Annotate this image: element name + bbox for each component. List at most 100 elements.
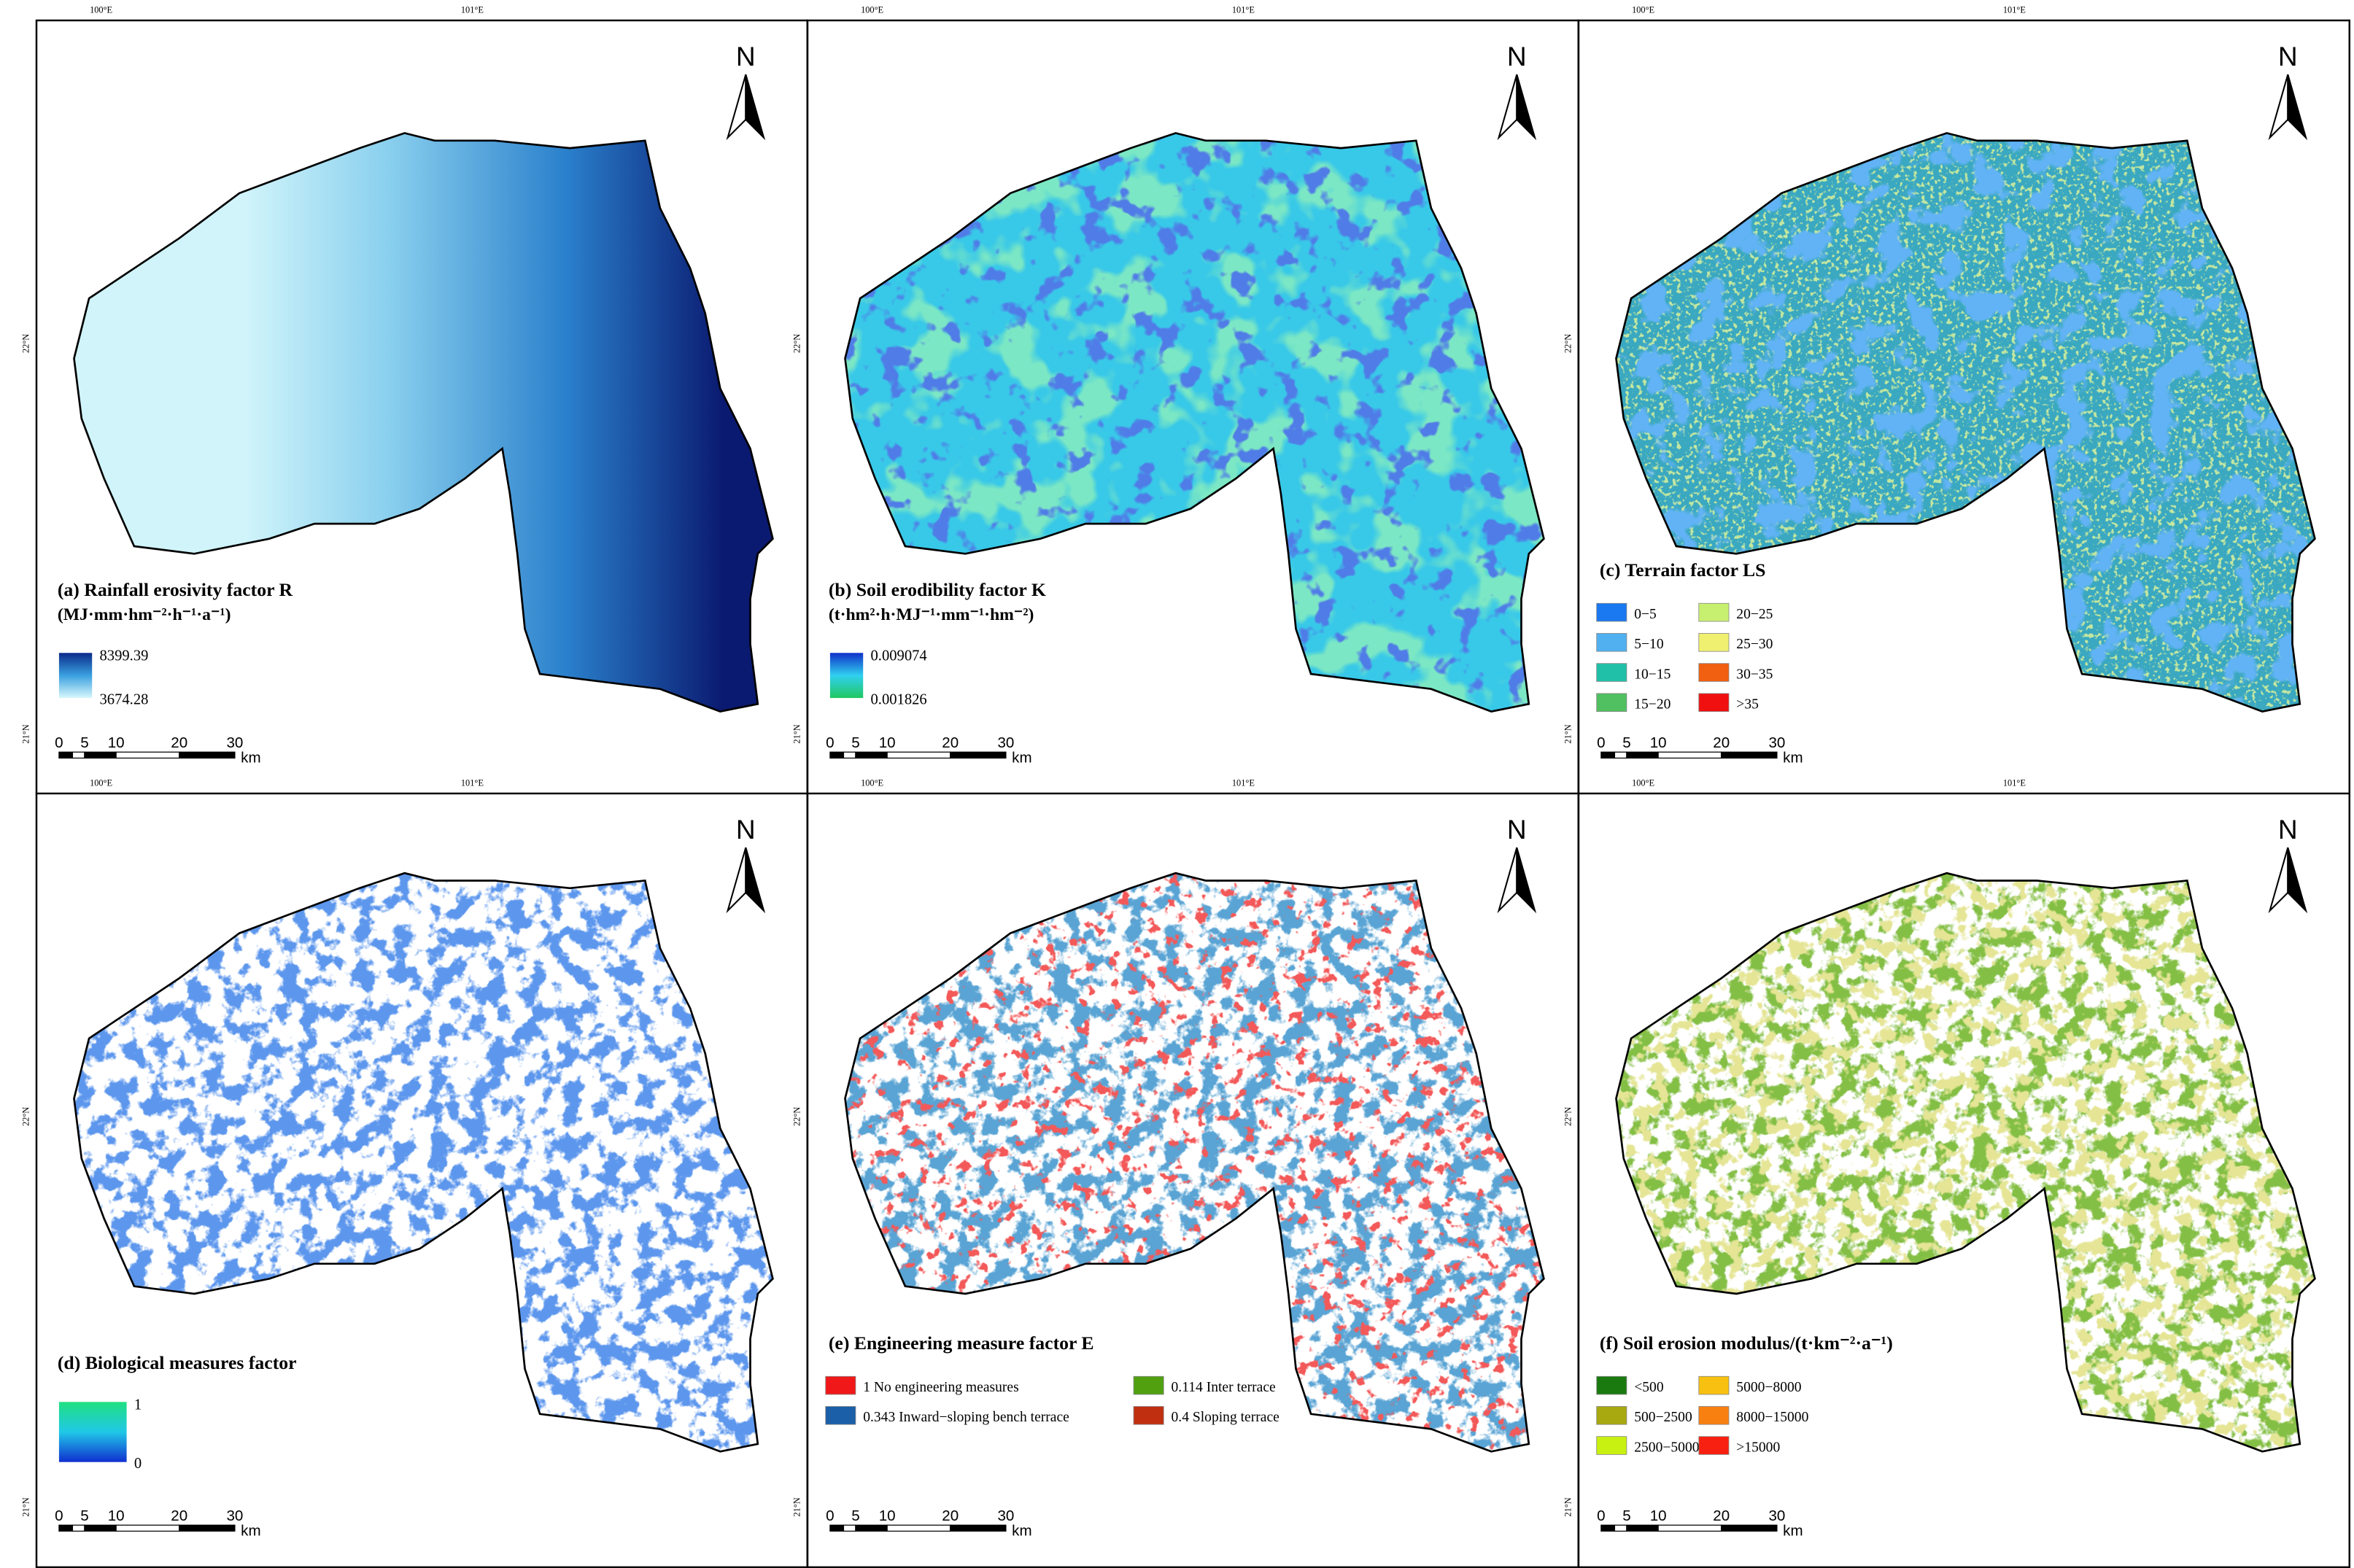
scale-bar-unit: km: [1783, 1523, 1803, 1540]
scale-bar-label: 10: [1650, 734, 1667, 751]
scale-bar-segment: [1626, 1524, 1659, 1532]
scale-bar-label: 0: [826, 1507, 834, 1524]
legend-swatch: [1596, 663, 1627, 682]
latitude-label: 21°N: [792, 1497, 802, 1516]
legend-min-label: 3674.28: [100, 691, 149, 707]
scale-bar-unit: km: [241, 1523, 260, 1540]
map-panel: 100°E 101°E 22°N 21°N N (f) Soil erosion modu…: [1563, 778, 2351, 1568]
scale-bar-segment: [843, 1524, 856, 1532]
scale-bar-label: 5: [851, 734, 859, 751]
panel-unit: (t·hm²·h·MJ⁻¹·mm⁻¹·hm⁻²): [829, 605, 1034, 624]
north-label: N: [736, 814, 756, 845]
scale-bar-segment: [950, 1524, 1007, 1532]
scale-bar-label: 5: [851, 1507, 859, 1524]
latitude-label: 22°N: [1563, 1107, 1573, 1126]
legend-swatch: [1698, 663, 1730, 682]
study-area: [73, 872, 774, 1453]
scale-bar-unit: km: [1012, 1523, 1031, 1540]
scale-bar-label: 30: [997, 1507, 1014, 1524]
scale-bar-segment: [1657, 1524, 1722, 1532]
scale-bar-label: 20: [171, 734, 187, 751]
map-panel: 100°E 101°E 22°N 21°N N (c) Terrain factor LS…: [1563, 5, 2351, 796]
latitude-label: 21°N: [792, 724, 802, 743]
legend-swatch: [1596, 1375, 1627, 1395]
legend-color-ramp: [58, 653, 93, 699]
longitude-label: 101°E: [461, 778, 484, 788]
north-label: N: [736, 41, 756, 71]
latitude-label: 22°N: [21, 334, 31, 353]
longitude-label: 100°E: [1632, 5, 1654, 15]
scale-bar-label: 30: [226, 734, 243, 751]
scale-bar-segment: [58, 751, 74, 759]
scale-bar-segment: [855, 751, 888, 759]
map-panel: 100°E 101°E 22°N 21°N N (b) Soil erodibility …: [792, 5, 1580, 796]
scale-bar-label: 30: [1768, 1507, 1785, 1524]
legend-swatch: [1698, 633, 1730, 652]
legend-swatch: [1698, 693, 1730, 713]
legend-label: 20−25: [1736, 607, 1773, 622]
longitude-label: 100°E: [90, 5, 112, 15]
panel-title: (e) Engineering measure factor E: [829, 1332, 1094, 1354]
legend-label: 15−20: [1634, 696, 1670, 712]
scale-bar-segment: [829, 751, 845, 759]
scale-bar-label: 5: [1622, 1507, 1630, 1524]
scale-bar-unit: km: [1012, 750, 1031, 766]
scale-bar-segment: [1614, 751, 1627, 759]
longitude-label: 100°E: [1632, 778, 1654, 788]
latitude-label: 22°N: [1563, 334, 1573, 353]
latitude-label: 21°N: [1563, 724, 1573, 743]
latitude-label: 22°N: [21, 1107, 31, 1126]
panel-unit: (MJ·mm·hm⁻²·h⁻¹·a⁻¹): [58, 605, 231, 624]
longitude-label: 100°E: [861, 5, 883, 15]
legend-label: 30−35: [1736, 667, 1773, 682]
longitude-label: 101°E: [1232, 778, 1255, 788]
legend-label: <500: [1634, 1380, 1664, 1395]
legend-max-label: 0.009074: [871, 648, 927, 664]
legend-label: 1 No engineering measures: [863, 1380, 1019, 1395]
scale-bar-segment: [1721, 751, 1778, 759]
scale-bar-label: 30: [226, 1507, 243, 1524]
scale-bar-segment: [179, 751, 236, 759]
scale-bar-segment: [1600, 751, 1616, 759]
legend-label: 0.343 Inward−sloping bench terrace: [863, 1410, 1069, 1425]
legend-color-ramp: [829, 653, 864, 699]
scale-bar-label: 10: [1650, 1507, 1667, 1524]
legend-swatch: [1698, 1375, 1730, 1395]
legend-swatch: [1698, 1406, 1730, 1425]
scale-bar-label: 10: [879, 1507, 896, 1524]
panel-title: (b) Soil erodibility factor K: [829, 579, 1046, 600]
scale-bar-label: 10: [108, 734, 125, 751]
longitude-label: 101°E: [1232, 5, 1255, 15]
north-arrow-right: [1516, 847, 1537, 914]
scale-bar-label: 10: [108, 1507, 125, 1524]
scale-bar-segment: [950, 751, 1007, 759]
scale-bar-segment: [886, 1524, 951, 1532]
legend-color-ramp: [58, 1402, 127, 1462]
latitude-label: 21°N: [21, 1497, 31, 1516]
scale-bar-label: 20: [1713, 1507, 1730, 1524]
longitude-label: 101°E: [2003, 5, 2026, 15]
panel-title: (d) Biological measures factor: [58, 1352, 297, 1373]
scale-bar-unit: km: [241, 750, 260, 766]
scale-bar-segment: [1626, 751, 1659, 759]
scale-bar-label: 20: [942, 1507, 959, 1524]
latitude-label: 21°N: [1563, 1497, 1573, 1516]
map-panel: 100°E 101°E 22°N 21°N N (a) Rainfall erosivit…: [21, 5, 809, 796]
scale-bar-segment: [71, 751, 85, 759]
legend-label: >35: [1736, 696, 1759, 712]
legend-label: >15000: [1736, 1440, 1780, 1455]
scale-bar-label: 0: [1597, 734, 1605, 751]
legend-label: 10−15: [1634, 667, 1670, 682]
scale-bar-segment: [1721, 1524, 1778, 1532]
legend-swatch: [1596, 602, 1627, 622]
north-label: N: [2278, 814, 2298, 845]
legend-label: 8000−15000: [1736, 1410, 1808, 1425]
legend-min-label: 0: [134, 1456, 142, 1472]
legend-swatch: [1698, 602, 1730, 622]
scale-bar-label: 20: [171, 1507, 187, 1524]
north-arrow-right: [745, 74, 766, 141]
legend-swatch: [1133, 1375, 1164, 1395]
map-panel: 100°E 101°E 22°N 21°N N (e) Engineering measu…: [792, 778, 1580, 1568]
scale-bar-segment: [1600, 1524, 1616, 1532]
scale-bar-segment: [829, 1524, 845, 1532]
